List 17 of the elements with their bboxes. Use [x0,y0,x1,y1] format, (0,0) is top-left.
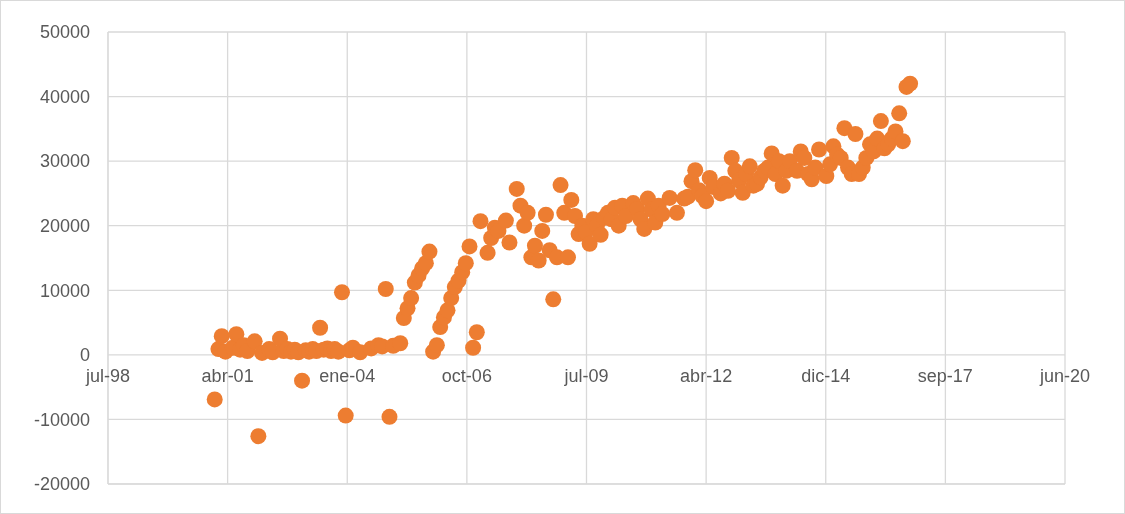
y-tick-label: 40000 [39,86,90,107]
x-tick-label: abr-01 [201,365,254,386]
y-tick-label: 50000 [39,22,90,43]
x-tick-label: jul-09 [563,365,609,386]
x-tick-label: abr-12 [680,365,733,386]
y-tick-label: -10000 [33,409,90,430]
x-tick-label: ene-04 [319,365,376,386]
y-tick-label: 20000 [39,216,90,237]
x-tick-label: oct-06 [441,365,492,386]
x-tick-label: jul-98 [84,365,131,386]
x-tick-label: dic-14 [801,365,851,386]
y-tick-label: 30000 [39,151,90,172]
x-tick-label: sep-17 [917,365,973,386]
y-tick-label: -20000 [33,474,90,495]
x-tick-label: jun-20 [1038,365,1091,386]
y-tick-label: 10000 [39,280,90,301]
y-tick-label: 0 [79,345,90,366]
